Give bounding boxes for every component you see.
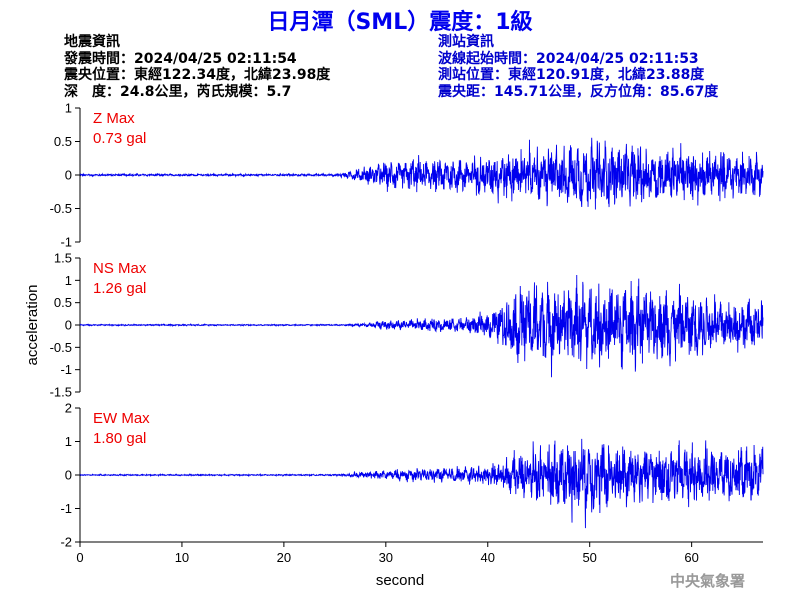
y-tick-label-z: -1 [60,235,72,250]
x-tick-label: 30 [379,550,393,565]
chart-title: 日月潭（SML）震度：1級 [267,10,533,35]
y-tick-label-ew: 1 [65,434,72,449]
y-tick-label-ns: 0 [65,318,72,333]
epicenter-location: 震央位置：東經122.34度，北緯23.98度 [64,67,331,83]
x-tick-label: 0 [76,550,83,565]
max-value-ew: 1.80 gal [93,430,146,447]
depth-magnitude: 深 度：24.8公里，芮氏規模：5.7 [64,83,292,100]
max-value-z: 0.73 gal [93,130,146,147]
credit-text: 中央氣象署 [670,572,745,590]
y-tick-label-ew: -1 [60,501,72,516]
y-tick-label-z: -0.5 [50,201,72,216]
x-tick-label: 20 [277,550,291,565]
y-tick-label-ns: -1.5 [50,385,72,400]
y-tick-label-ns: -1 [60,362,72,377]
station-info-heading: 測站資訊 [438,34,494,50]
y-tick-label-z: 0.5 [54,134,72,149]
x-tick-label: 10 [175,550,189,565]
x-tick-label: 60 [684,550,698,565]
max-label-ew: EW Max [93,410,150,427]
event-info-heading: 地震資訊 [64,34,120,50]
y-axis-label: acceleration [24,285,41,366]
origin-time: 發震時間：2024/04/25 02:11:54 [64,50,297,67]
x-tick-label: 40 [481,550,495,565]
y-tick-label-ew: 2 [65,401,72,416]
station-location: 測站位置：東經120.91度，北緯23.88度 [438,67,705,83]
distance-azimuth: 震央距：145.71公里，反方位角：85.67度 [438,83,719,100]
trace-ew [79,438,764,529]
y-tick-label-ns: 1 [65,273,72,288]
wave-start-time: 波線起始時間：2024/04/25 02:11:53 [438,50,699,67]
event-info-block: 地震資訊 發震時間：2024/04/25 02:11:54 震央位置：東經122… [64,34,330,100]
max-label-ns: NS Max [93,260,147,277]
y-tick-label-z: 1 [65,101,72,116]
trace-ns [79,274,764,378]
x-tick-label: 50 [582,550,596,565]
max-label-z: Z Max [93,110,135,127]
y-tick-label-ns: -0.5 [50,340,72,355]
x-axis-label: second [376,572,424,589]
max-value-ns: 1.26 gal [93,280,146,297]
y-tick-label-ew: -2 [60,535,72,550]
trace-z [79,137,764,210]
y-tick-label-ns: 1.5 [54,251,72,266]
y-tick-label-z: 0 [65,168,72,183]
y-tick-label-ew: 0 [65,468,72,483]
y-tick-label-ns: 0.5 [54,295,72,310]
station-info-block: 測站資訊 波線起始時間：2024/04/25 02:11:53 測站位置：東經1… [438,34,718,100]
